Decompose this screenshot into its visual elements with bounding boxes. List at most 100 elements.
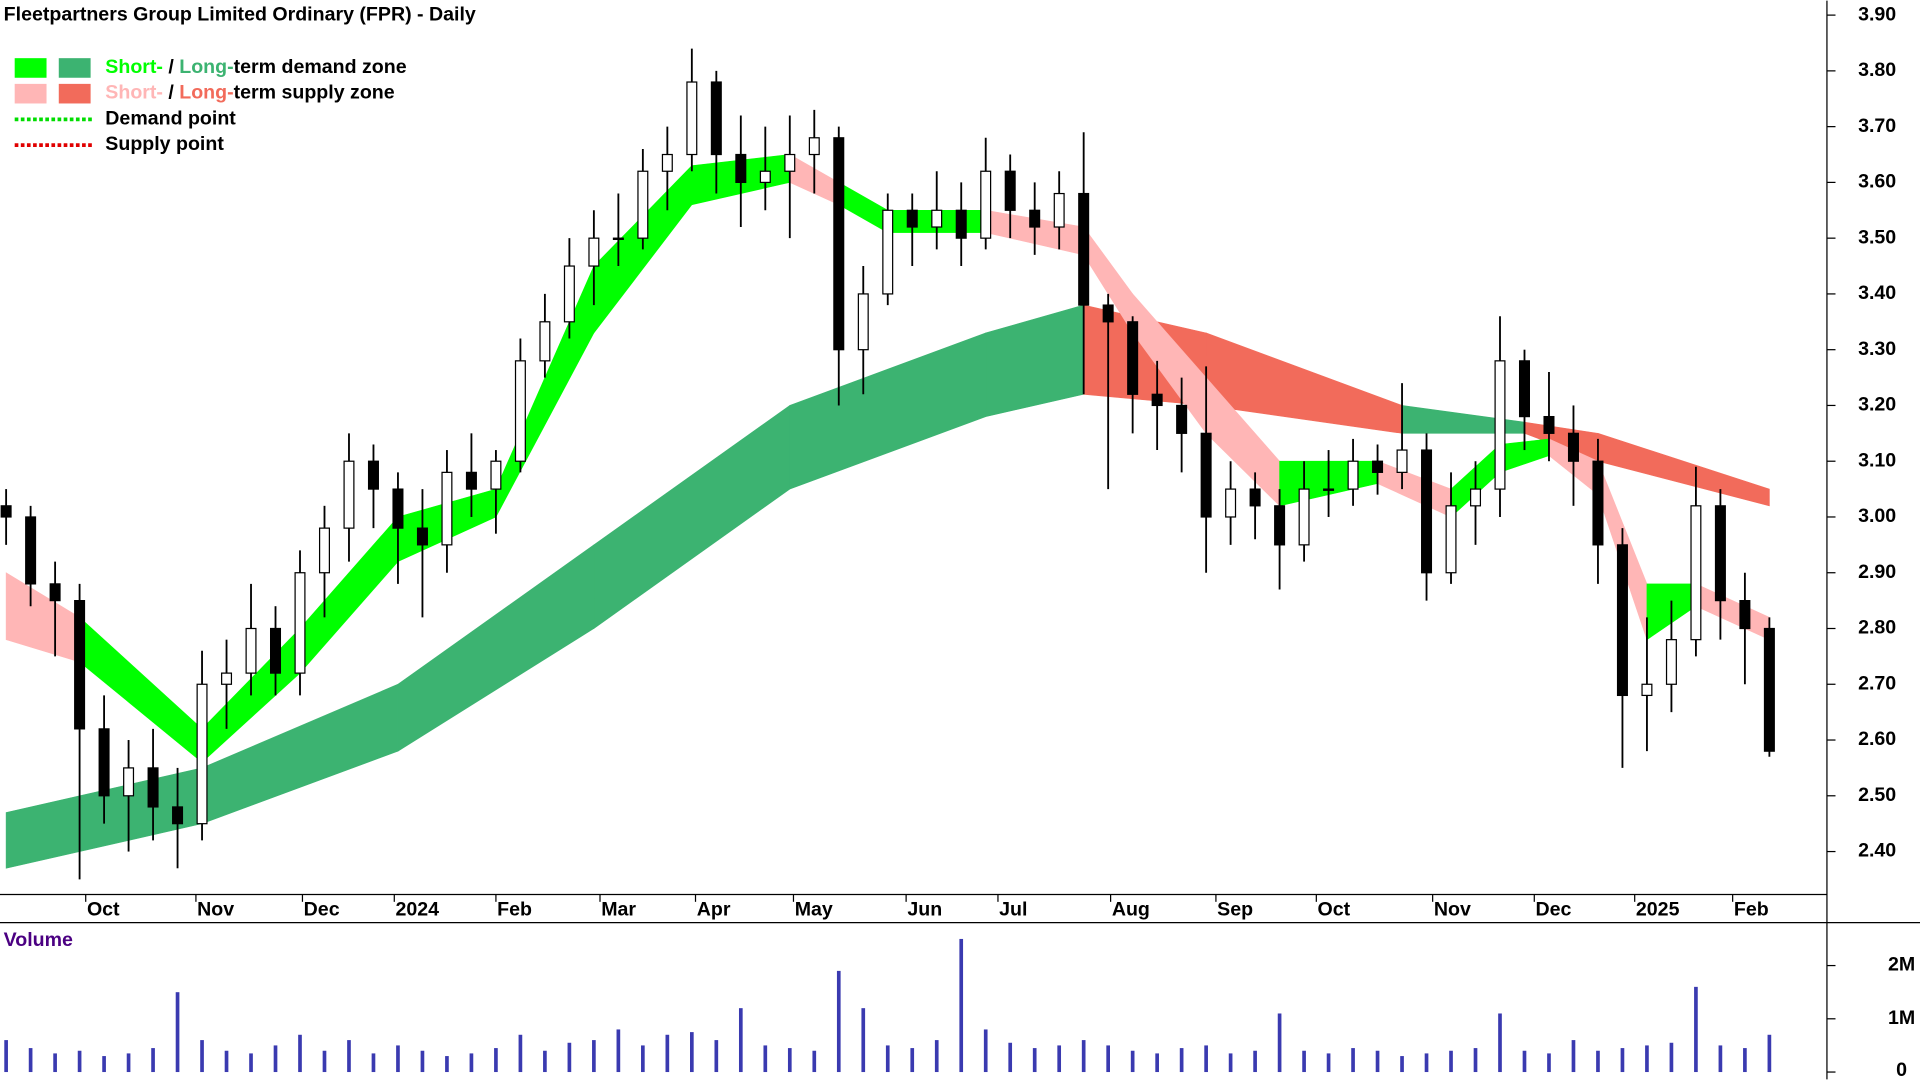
y-tick-label: 2.40 bbox=[1858, 840, 1896, 862]
volume-bar bbox=[812, 1050, 817, 1073]
volume-bar bbox=[690, 1032, 694, 1073]
candle-body bbox=[441, 471, 453, 546]
volume-bar bbox=[567, 1042, 572, 1073]
volume-bar bbox=[1204, 1045, 1208, 1073]
candle-body bbox=[1200, 432, 1212, 518]
candle-body bbox=[49, 583, 61, 602]
candle-body bbox=[416, 527, 428, 546]
volume-bar bbox=[1718, 1045, 1723, 1073]
candle-body bbox=[1372, 460, 1384, 473]
volume-bar bbox=[763, 1045, 768, 1073]
volume-bar bbox=[273, 1045, 278, 1073]
candle-body bbox=[1714, 505, 1726, 602]
chart-title: Fleetpartners Group Limited Ordinary (FP… bbox=[4, 3, 476, 25]
candle-body bbox=[808, 137, 820, 156]
volume-bar bbox=[396, 1045, 400, 1073]
legend-label: Demand point bbox=[105, 108, 236, 130]
candle-body bbox=[1029, 209, 1041, 228]
candle-body bbox=[1739, 600, 1751, 630]
candle-body bbox=[710, 81, 722, 156]
y-tick-label: 3.50 bbox=[1858, 226, 1896, 248]
y-tick-label: 3.30 bbox=[1858, 338, 1896, 360]
volume-bar bbox=[983, 1029, 988, 1073]
candle-body bbox=[784, 153, 796, 172]
volume-bar bbox=[1498, 1013, 1502, 1073]
y-tick-label: 2.50 bbox=[1858, 784, 1896, 806]
volume-bar bbox=[322, 1050, 327, 1073]
volume-bar bbox=[934, 1040, 939, 1073]
x-tick-label: Jul bbox=[999, 899, 1027, 921]
volume-bar bbox=[347, 1040, 351, 1073]
volume-bar bbox=[126, 1053, 131, 1073]
candle-body bbox=[1641, 683, 1653, 697]
volume-bar bbox=[910, 1048, 915, 1073]
x-tick-label: Oct bbox=[1318, 899, 1351, 921]
candle-body bbox=[1004, 170, 1016, 211]
volume-bar bbox=[616, 1029, 621, 1073]
volume-bar bbox=[518, 1034, 523, 1073]
candle-body bbox=[563, 265, 575, 323]
legend-text: / bbox=[163, 56, 179, 78]
legend-label: Short- / Long-term demand zone bbox=[105, 56, 406, 78]
volume-bar bbox=[1228, 1053, 1233, 1073]
legend-text: Long- bbox=[179, 82, 233, 104]
volume-bar bbox=[1179, 1048, 1184, 1073]
candles bbox=[0, 48, 1775, 880]
volume-bar bbox=[1081, 1040, 1086, 1073]
candle-body bbox=[1053, 192, 1065, 228]
x-tick-label: Dec bbox=[304, 899, 340, 921]
candle-body bbox=[1347, 460, 1359, 490]
candle-body bbox=[367, 460, 379, 490]
volume-bar bbox=[787, 1048, 792, 1073]
candle-body bbox=[0, 505, 12, 518]
y-tick-label: 3.20 bbox=[1858, 394, 1896, 416]
volume-bar bbox=[4, 1040, 8, 1073]
x-tick-label: Sep bbox=[1217, 899, 1253, 921]
candle-body bbox=[661, 153, 673, 172]
candle-body bbox=[1665, 639, 1677, 685]
y-tick-label: 2.90 bbox=[1858, 561, 1896, 583]
candle-body bbox=[1763, 627, 1775, 752]
volume-bar bbox=[1326, 1053, 1331, 1073]
legend-text: Supply point bbox=[105, 133, 224, 155]
legend-swatch bbox=[14, 58, 47, 78]
volume-bar bbox=[1351, 1048, 1355, 1073]
volume-bar bbox=[53, 1053, 57, 1073]
volume-bar bbox=[1008, 1042, 1013, 1073]
candle-body bbox=[882, 209, 894, 295]
candle-body bbox=[637, 170, 649, 239]
x-tick-label: 2024 bbox=[396, 899, 440, 921]
volume-bar bbox=[200, 1040, 204, 1073]
candle-body bbox=[1396, 449, 1408, 473]
x-tick-label: Oct bbox=[87, 899, 120, 921]
volume-bar bbox=[249, 1053, 253, 1073]
volume-bar bbox=[1302, 1050, 1306, 1073]
volume-bar bbox=[861, 1008, 866, 1073]
y-tick-label: 2M bbox=[1888, 954, 1915, 976]
candle-body bbox=[294, 572, 306, 674]
volume-bar bbox=[714, 1040, 719, 1073]
volume-bar bbox=[1694, 986, 1698, 1073]
y-tick-label: 3.40 bbox=[1858, 282, 1896, 304]
candle-body bbox=[1298, 488, 1310, 546]
candle-body bbox=[147, 767, 159, 808]
volume-bar bbox=[1473, 1048, 1478, 1073]
volume-bar bbox=[836, 970, 841, 1073]
volume-bar bbox=[1424, 1053, 1429, 1073]
volume-bar bbox=[102, 1056, 106, 1073]
volume-bar bbox=[1106, 1045, 1110, 1073]
volume-bar bbox=[1375, 1050, 1380, 1073]
volume-bar bbox=[224, 1050, 229, 1073]
volume-bar bbox=[1743, 1048, 1747, 1073]
y-tick-label: 3.10 bbox=[1858, 449, 1896, 471]
candle-body bbox=[735, 153, 747, 184]
volume-bar bbox=[298, 1034, 302, 1073]
legend-swatch bbox=[14, 83, 47, 104]
legend-text: term supply zone bbox=[234, 82, 395, 104]
candle-body bbox=[1445, 505, 1457, 574]
candle-body bbox=[392, 488, 404, 529]
volume-bar bbox=[1669, 1042, 1674, 1073]
candle-body bbox=[1690, 505, 1702, 641]
y-tick-label: 1M bbox=[1888, 1007, 1915, 1029]
